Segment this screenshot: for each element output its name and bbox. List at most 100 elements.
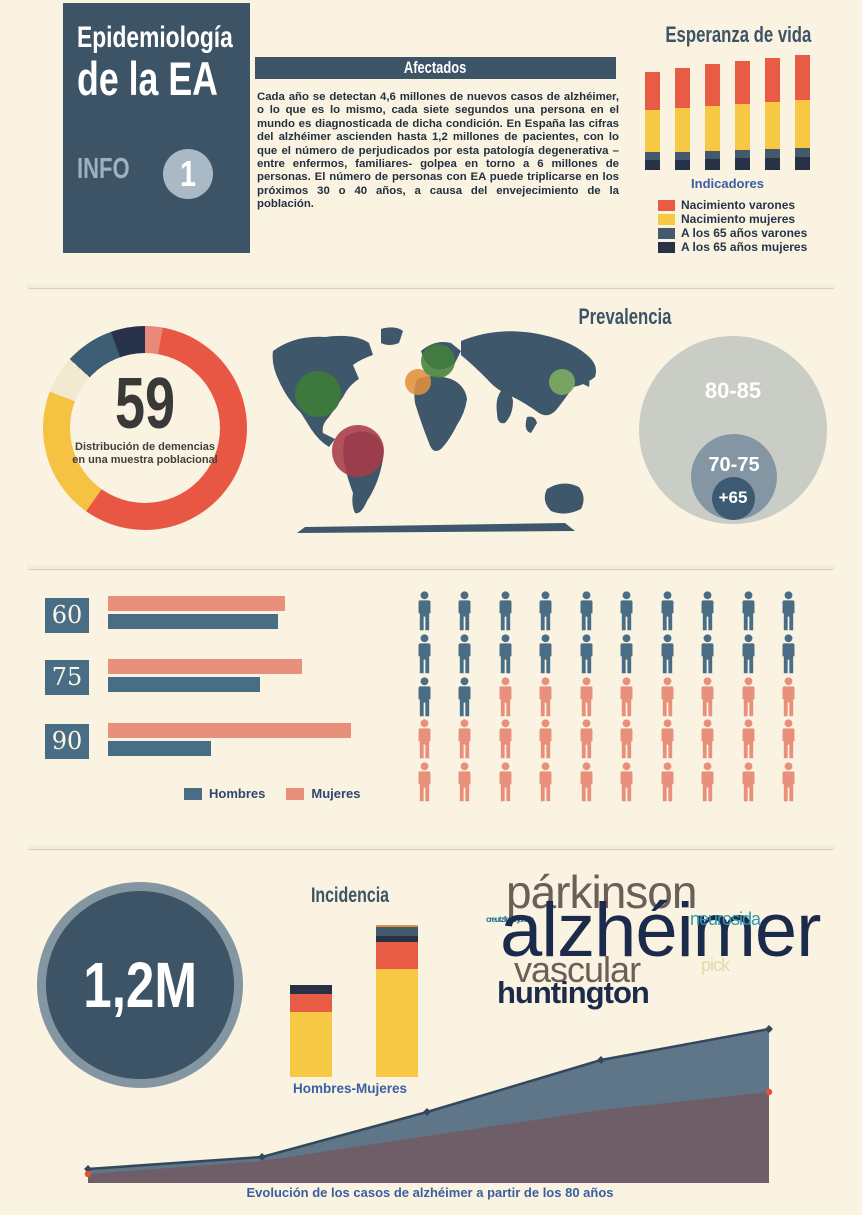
bar-segment (765, 149, 780, 158)
legend-item: A los 65 años varones (658, 226, 808, 240)
person-icon (769, 719, 810, 762)
bar-segment (795, 157, 810, 170)
person-icon (566, 634, 607, 677)
person-icon (607, 634, 648, 677)
bar-segment (290, 994, 332, 1012)
person-icon (404, 634, 445, 677)
stacked-bar (675, 68, 690, 170)
person-icon (607, 677, 648, 720)
info-number: 1 (179, 153, 197, 194)
legend-swatch (658, 241, 675, 253)
cloud-word: alzhéimer (500, 888, 821, 973)
map-marker-east-asia (549, 369, 575, 395)
person-icon (688, 677, 729, 720)
person-icon (526, 677, 567, 720)
person-icon (647, 719, 688, 762)
stacked-bar (765, 58, 780, 170)
person-icon (769, 677, 810, 720)
person-icon (728, 634, 769, 677)
person-icon (566, 677, 607, 720)
bar-segment (376, 925, 418, 927)
person-icon (485, 591, 526, 634)
bar-segment (376, 969, 418, 1077)
incidencia-xlabel: Hombres-Mujeres (292, 1081, 408, 1096)
legend-label: A los 65 años mujeres (681, 240, 808, 254)
legend-swatch (658, 199, 675, 211)
incidencia-bars (260, 925, 440, 1077)
hombres-swatch (184, 787, 202, 800)
map-marker-north-america (295, 371, 341, 417)
donut-hole: 59 Distribución de demencias en una mues… (70, 353, 220, 503)
person-icon (607, 591, 648, 634)
legend-item: Nacimiento mujeres (658, 212, 807, 226)
bar-mujeres-90 (108, 723, 351, 738)
bar-segment (735, 150, 750, 158)
age-label-60: 60 (45, 598, 89, 633)
person-icon (728, 677, 769, 720)
person-icon (566, 591, 607, 634)
afectados-header: Afectados (255, 57, 616, 79)
legend-swatch (658, 213, 675, 225)
bar-segment (795, 100, 810, 148)
bar-segment (735, 61, 750, 104)
cloud-word: neurosida (690, 909, 761, 929)
bar-segment (675, 160, 690, 170)
separator (28, 842, 834, 849)
person-icon (445, 591, 486, 634)
bar-segment (645, 160, 660, 170)
bar-segment (705, 151, 720, 159)
bar-mujeres-60 (108, 596, 285, 611)
legend-item: A los 65 años mujeres (658, 240, 808, 254)
incidencia-bar-1 (376, 925, 418, 1077)
separator (28, 281, 834, 288)
bar-segment (376, 936, 418, 942)
person-icon (769, 762, 810, 805)
evolucion-chart (84, 1025, 773, 1183)
bar-segment (795, 148, 810, 157)
world-map (272, 327, 596, 533)
person-icon (566, 762, 607, 805)
continent-africa (414, 376, 467, 451)
bar-segment (705, 159, 720, 170)
bar-segment (735, 158, 750, 170)
person-icon (485, 762, 526, 805)
person-icon (526, 719, 567, 762)
bar-segment (735, 104, 750, 150)
region-southeast-asia (525, 416, 537, 433)
afectados-paragraph: Cada año se detectan 4,6 millones de nue… (257, 91, 619, 211)
badge-1-2m: 1,2M (46, 891, 234, 1079)
info-number-badge: 1 (163, 149, 213, 199)
person-icon (485, 677, 526, 720)
person-icon (607, 762, 648, 805)
esperanza-title: Esperanza de vida (665, 22, 812, 47)
bar-segment (645, 110, 660, 152)
person-icon (728, 762, 769, 805)
person-icon (445, 719, 486, 762)
bar-segment (645, 152, 660, 160)
incidencia-bar-0 (290, 985, 332, 1077)
person-icon (404, 762, 445, 805)
legend-swatch (658, 227, 675, 239)
continent-asia (461, 331, 596, 416)
person-icon (404, 719, 445, 762)
evolucion-caption: Evolución de los casos de alzhéimer a pa… (246, 1185, 614, 1200)
bar-segment (675, 152, 690, 160)
prevalencia-ring-2: +65 (711, 476, 755, 520)
person-icon (445, 762, 486, 805)
indicadores-label: Indicadores (691, 176, 764, 191)
legend-label: A los 65 años varones (681, 226, 808, 240)
separator (28, 562, 834, 569)
person-icon (445, 634, 486, 677)
person-icon (728, 719, 769, 762)
person-icon (688, 719, 729, 762)
person-icon (485, 634, 526, 677)
continent-australia (544, 483, 584, 514)
donut-caption: Distribución de demencias en una muestra… (72, 440, 218, 467)
donut-value: 59 (114, 363, 176, 444)
person-icon (566, 719, 607, 762)
bar-segment (290, 1012, 332, 1077)
person-icon (647, 634, 688, 677)
mujeres-swatch (286, 787, 305, 800)
region-india (496, 390, 513, 424)
age-legend: Hombres Mujeres (184, 786, 361, 801)
